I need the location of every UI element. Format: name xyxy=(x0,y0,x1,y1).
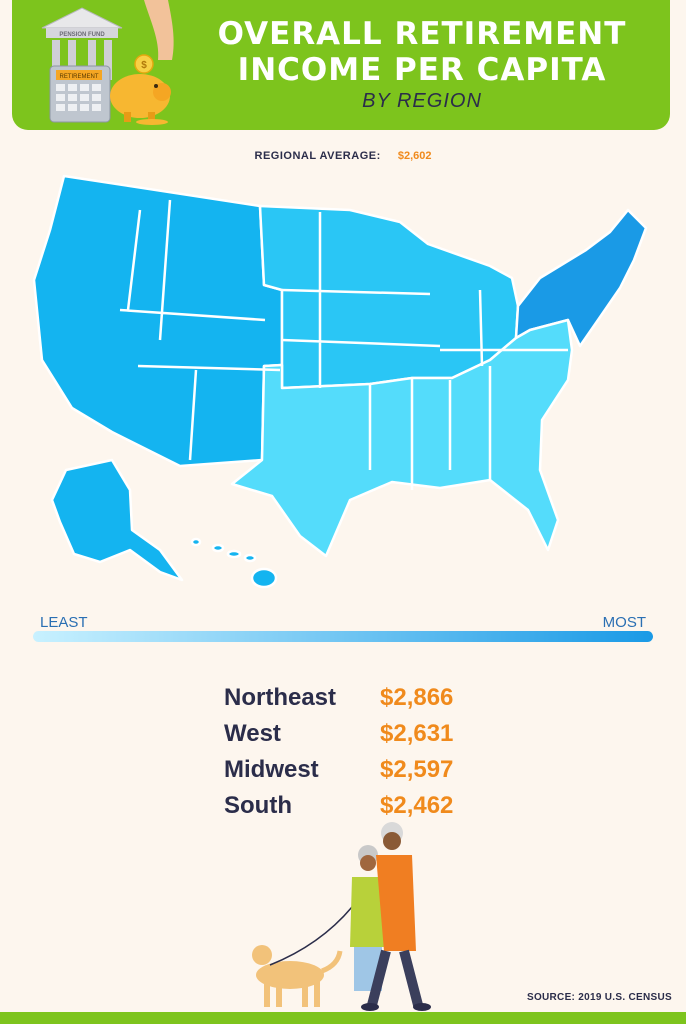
us-regions-map xyxy=(32,174,648,589)
region-name: Northeast xyxy=(224,684,337,711)
region-value: $2,631 xyxy=(380,720,454,747)
regional-average-label: REGIONAL AVERAGE: xyxy=(254,150,381,162)
region-name: South xyxy=(224,792,292,819)
map-region-hawaii xyxy=(190,537,278,589)
footer-bar xyxy=(0,1012,686,1024)
map-region-northeast xyxy=(514,208,648,348)
region-value: $2,462 xyxy=(380,792,454,819)
region-value: $2,597 xyxy=(380,756,454,783)
map-region-west xyxy=(32,174,284,468)
region-value: $2,866 xyxy=(380,684,454,711)
region-row-south: South $2,462 xyxy=(224,788,484,824)
regional-average: REGIONAL AVERAGE: $2,602 xyxy=(0,150,686,162)
svg-text:$: $ xyxy=(141,60,147,71)
map-region-south xyxy=(230,318,574,558)
svg-text:RETIREMENT: RETIREMENT xyxy=(60,74,99,80)
legend-gradient-bar xyxy=(33,631,653,642)
region-name: Midwest xyxy=(224,756,319,783)
region-income-list: Northeast $2,866 West $2,631 Midwest $2,… xyxy=(224,680,484,824)
region-row-midwest: Midwest $2,597 xyxy=(224,752,484,788)
regional-average-value: $2,602 xyxy=(397,150,432,162)
map-region-alaska xyxy=(50,458,184,582)
dog-icon xyxy=(252,945,343,1007)
legend-least-label: LEAST xyxy=(40,614,88,631)
elderly-couple-walking-dog-illustration xyxy=(252,822,431,1011)
legend-most-label: MOST xyxy=(602,614,646,631)
header-banner: PENSION FUND RETIREMENT $ Overall Retire… xyxy=(12,0,670,130)
svg-text:PENSION FUND: PENSION FUND xyxy=(59,32,105,38)
pension-fund-illustration: PENSION FUND RETIREMENT $ xyxy=(41,0,174,125)
source-credit: SOURCE: 2019 U.S. CENSUS xyxy=(526,992,672,1003)
page-subtitle: BY REGION xyxy=(362,90,482,112)
region-name: West xyxy=(224,720,281,747)
page-title: Overall Retirement Income per Capita xyxy=(217,16,627,88)
region-row-northeast: Northeast $2,866 xyxy=(224,680,484,716)
region-row-west: West $2,631 xyxy=(224,716,484,752)
